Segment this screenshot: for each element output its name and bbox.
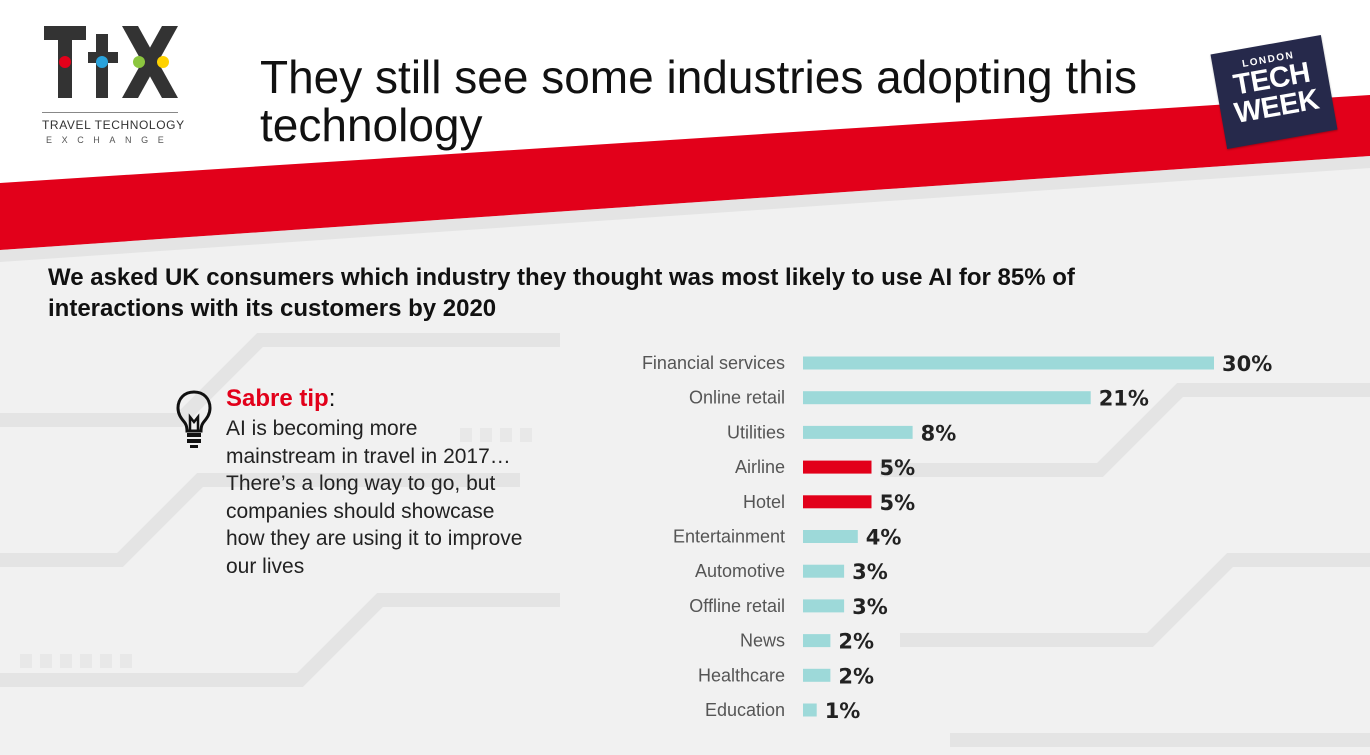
bar-automotive [803,564,845,578]
circuit-pattern [0,333,1370,747]
red-diagonal-band [0,95,1370,250]
value-label-education: 1% [825,699,861,723]
category-label-entertainment: Entertainment [673,527,785,547]
category-label-automotive: Automotive [695,561,785,581]
value-label-financial-services: 30% [1222,352,1272,376]
category-label-news: News [740,631,785,651]
ttx-logo: TRAVEL TECHNOLOGY EXCHANGE [42,22,185,145]
category-label-education: Education [705,700,785,720]
value-label-offline-retail: 3% [852,595,888,619]
tip-heading-label: Sabre tip [226,385,329,412]
value-label-entertainment: 4% [866,526,902,550]
ttx-logo-line1: TRAVEL TECHNOLOGY [42,118,185,132]
value-label-online-retail: 21% [1099,387,1149,411]
category-label-healthcare: Healthcare [698,665,785,685]
bar-entertainment [803,530,858,543]
ttx-logo-line2: EXCHANGE [46,135,174,145]
value-label-news: 2% [838,630,874,654]
tip-heading: Sabre tip: [226,385,335,413]
category-label-offline-retail: Offline retail [689,596,785,616]
bar-news [803,634,831,648]
tip-body: AI is becoming more mainstream in travel… [226,417,523,578]
bar-offline-retail [803,599,845,613]
category-label-utilities: Utilities [727,422,785,442]
category-label-online-retail: Online retail [689,388,785,408]
category-label-airline: Airline [735,457,785,477]
bar-airline [803,460,872,474]
survey-question: We asked UK consumers which industry the… [48,264,1075,322]
bar-online-retail [803,391,1091,405]
bar-financial-services [803,356,1214,370]
bar-utilities [803,425,913,439]
value-label-healthcare: 2% [838,664,874,688]
bar-hotel [803,495,872,509]
value-label-hotel: 5% [880,491,916,515]
industry-bar-chart: Financial services 30% Online retail 21% Uti… [642,352,1272,723]
page-title: They still see some industries adopting … [260,50,1137,151]
value-label-automotive: 3% [852,560,888,584]
tip-heading-colon: : [328,385,336,412]
value-label-airline: 5% [880,456,916,480]
london-tech-week-logo: LONDON TECH WEEK [1210,35,1338,149]
category-label-hotel: Hotel [743,492,785,512]
bar-healthcare [803,668,831,682]
category-label-financial-services: Financial services [642,353,785,373]
value-label-utilities: 8% [921,421,957,445]
ttx-logo-mark [44,26,178,98]
lightbulb-icon [176,390,212,448]
bar-education [803,703,817,717]
